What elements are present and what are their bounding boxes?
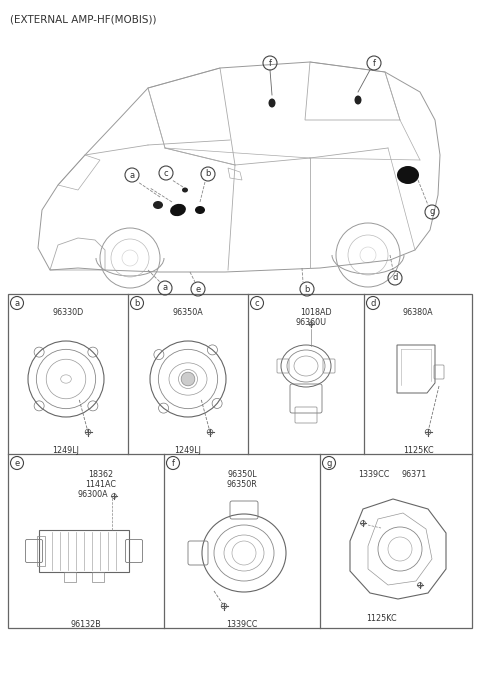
Text: 96380A: 96380A: [403, 308, 433, 317]
Text: 1018AD: 1018AD: [300, 308, 332, 317]
Text: b: b: [134, 299, 140, 308]
Ellipse shape: [397, 166, 419, 184]
Ellipse shape: [268, 99, 276, 107]
Text: (EXTERNAL AMP-HF(MOBIS)): (EXTERNAL AMP-HF(MOBIS)): [10, 14, 156, 24]
Text: 96371: 96371: [401, 470, 427, 479]
Text: c: c: [164, 168, 168, 178]
Text: e: e: [195, 285, 201, 293]
Text: b: b: [205, 170, 211, 178]
Text: 1125KC: 1125KC: [366, 614, 396, 623]
Ellipse shape: [355, 95, 361, 105]
Text: f: f: [171, 458, 175, 468]
Bar: [92, 572, 104, 582]
Text: 1249LJ: 1249LJ: [175, 446, 202, 455]
Text: a: a: [130, 170, 134, 180]
Text: 96360U: 96360U: [295, 318, 326, 327]
Text: 96300A: 96300A: [78, 490, 108, 499]
Text: f: f: [268, 59, 272, 68]
Bar: [37, 536, 45, 566]
Text: g: g: [326, 458, 332, 468]
Ellipse shape: [182, 187, 188, 193]
Text: 96350L: 96350L: [227, 470, 257, 479]
Text: c: c: [255, 299, 259, 308]
Text: 1339CC: 1339CC: [358, 470, 390, 479]
Text: f: f: [372, 59, 375, 68]
Ellipse shape: [195, 206, 205, 214]
Text: 18362: 18362: [88, 470, 114, 479]
Text: g: g: [429, 208, 435, 216]
Ellipse shape: [153, 201, 163, 209]
Circle shape: [181, 372, 195, 386]
Text: 96350R: 96350R: [227, 480, 257, 489]
Text: a: a: [14, 299, 20, 308]
Text: 1249LJ: 1249LJ: [53, 446, 79, 455]
Text: 1125KC: 1125KC: [403, 446, 433, 455]
Text: 96330D: 96330D: [52, 308, 84, 317]
Ellipse shape: [170, 204, 186, 216]
Text: e: e: [14, 458, 20, 468]
Text: b: b: [304, 285, 310, 293]
Text: 96350A: 96350A: [173, 308, 204, 317]
Bar: [8, 294, 472, 628]
Bar: [39, 530, 129, 572]
Text: 1141AC: 1141AC: [85, 480, 117, 489]
Text: d: d: [392, 274, 398, 283]
Text: a: a: [162, 283, 168, 293]
Bar: [64, 572, 76, 582]
Text: 96132B: 96132B: [71, 620, 101, 629]
Text: 1339CC: 1339CC: [226, 620, 258, 629]
Text: d: d: [370, 299, 376, 308]
